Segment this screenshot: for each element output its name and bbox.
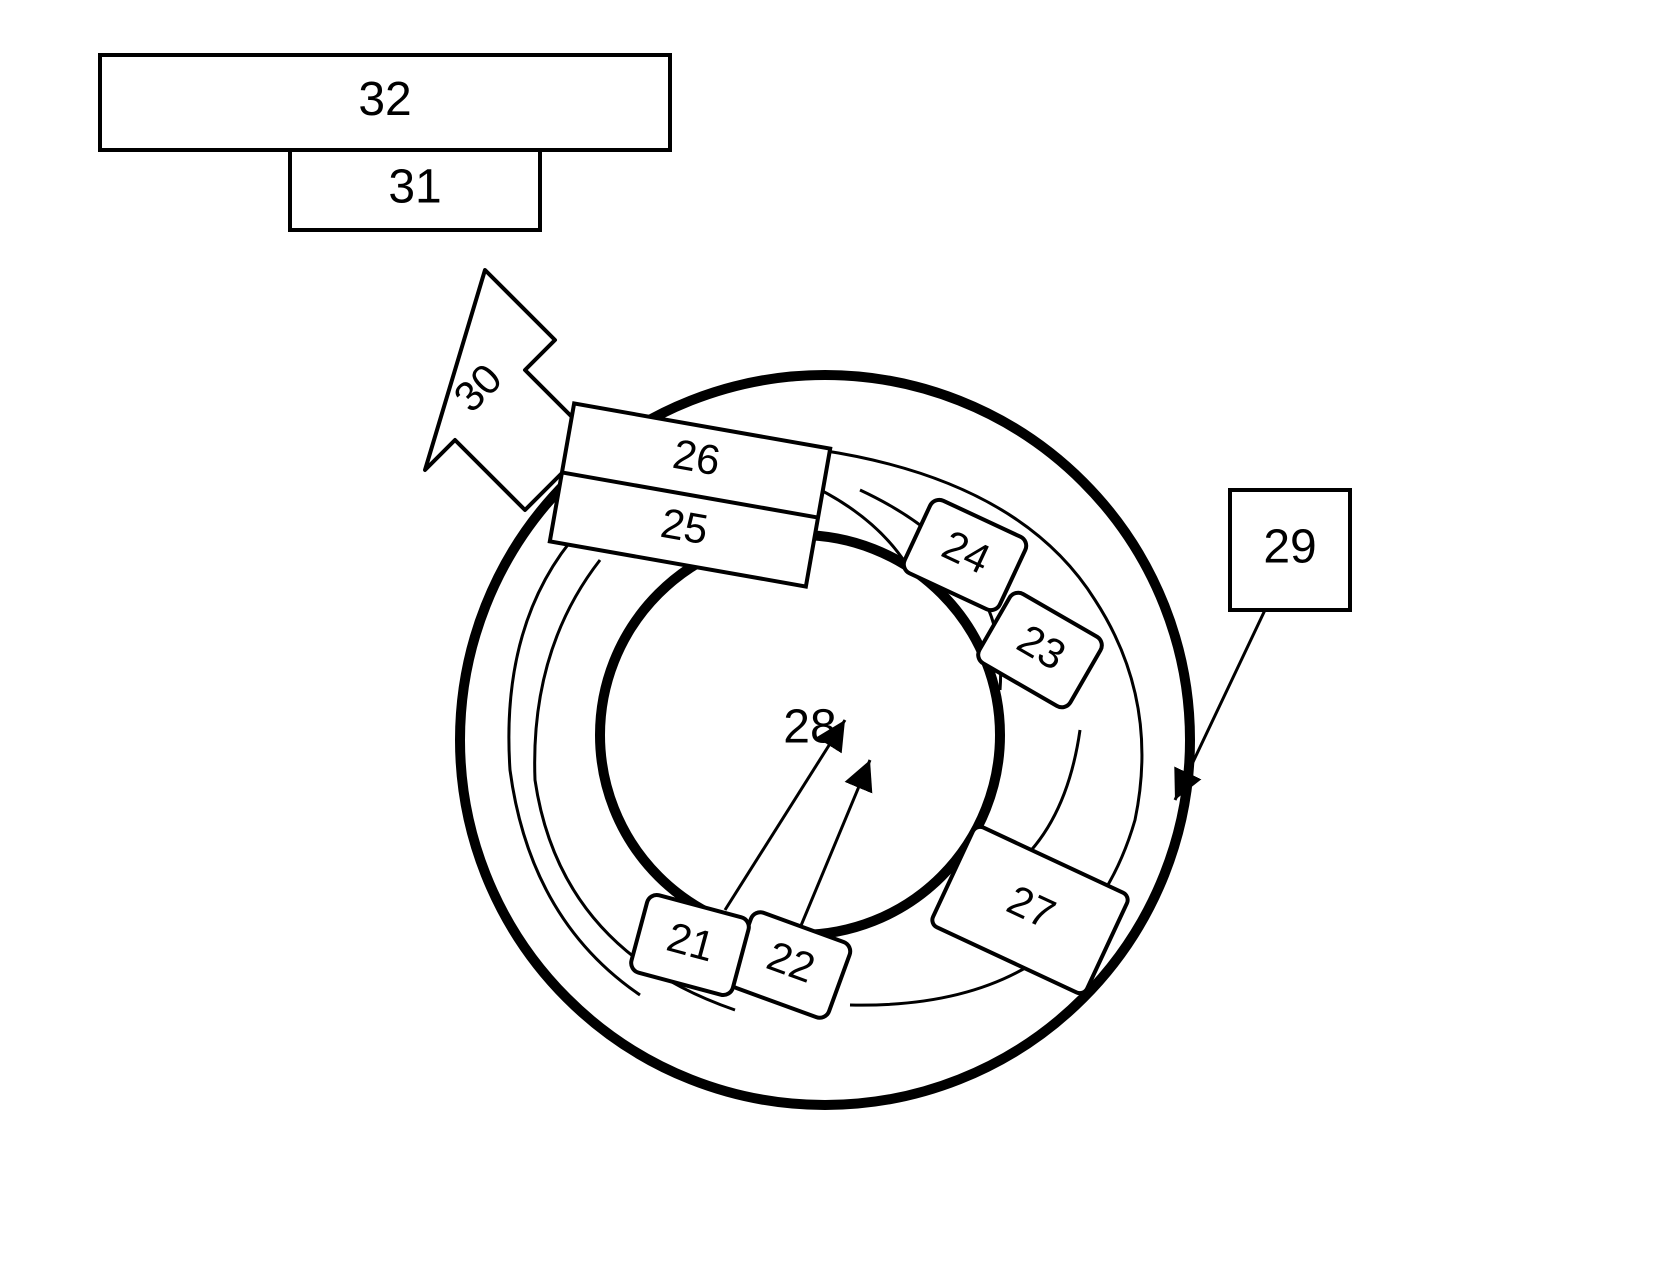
svg-text:31: 31 [388,161,441,214]
box-32: 32 [100,55,670,150]
box-29: 29 [1230,490,1350,610]
svg-text:32: 32 [358,73,411,126]
svg-text:25: 25 [657,499,711,553]
svg-text:26: 26 [670,430,724,484]
box-31: 31 [290,150,540,230]
block-25-26: 2625 [550,403,830,586]
svg-text:29: 29 [1263,521,1316,574]
